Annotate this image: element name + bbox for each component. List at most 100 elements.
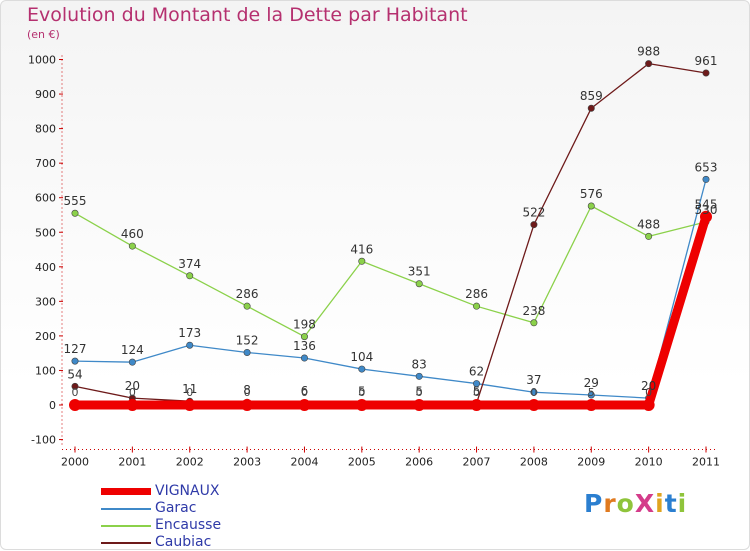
y-tick-label: 900 [35,88,56,101]
x-tick-label: 2003 [233,456,261,469]
data-label-zero: 0 [129,386,136,399]
y-tick-label: 300 [35,295,56,308]
series-line-caubiac [74,62,707,404]
x-tick-label: 2006 [405,456,433,469]
data-point-garac [702,175,710,183]
data-point-encausse [186,272,194,280]
data-label-garac: 29 [584,376,599,390]
data-label-zero: 0 [473,386,480,399]
data-label-vignaux: 545 [695,198,718,212]
data-label-zero: 0 [301,386,308,399]
data-point-vignaux [126,399,139,411]
data-label-encausse: 351 [408,265,431,279]
data-label-garac: 653 [695,160,718,174]
data-label-garac: 124 [121,343,144,357]
data-point-garac [128,358,136,366]
legend-label-encausse: Encausse [155,517,222,533]
data-label-garac: 136 [293,339,316,353]
data-label-caubiac: 522 [522,206,545,220]
data-label-caubiac: 988 [637,45,660,59]
data-point-vignaux [298,399,311,411]
data-point-caubiac [645,60,653,68]
data-label-zero: 0 [530,386,537,399]
data-label-caubiac: 8 [243,383,251,397]
x-tick-label: 2004 [290,456,318,469]
data-point-vignaux [69,399,81,411]
data-point-vignaux [470,399,483,411]
y-tick-label: 100 [35,364,56,377]
y-tick-label: -100 [31,434,56,447]
data-point-caubiac [530,221,538,229]
proxiti-logo: ProXiti [584,489,687,518]
data-label-encausse: 576 [580,187,603,201]
x-tick-label: 2001 [118,456,146,469]
x-tick-label: 2009 [577,456,605,469]
x-tick-label: 2005 [348,456,376,469]
data-label-garac: 152 [236,333,259,347]
chart-subtitle: (en €) [27,28,60,41]
data-point-encausse [128,242,136,250]
data-point-vignaux [183,399,196,411]
data-label-encausse: 416 [350,242,373,256]
data-point-encausse [300,333,308,341]
data-label-caubiac: 5 [473,384,481,398]
data-point-vignaux [585,399,598,411]
data-label-garac: 127 [64,342,87,356]
logo-letter: o [616,489,635,518]
x-tick-label: 2000 [61,456,89,469]
data-point-garac [530,388,538,396]
data-point-encausse [530,319,538,327]
legend-label-garac: Garac [155,500,197,516]
series-line-garac [74,178,707,399]
legend-swatch-garac [101,508,151,510]
y-tick-label: 200 [35,330,56,343]
data-label-caubiac: 20 [125,379,140,393]
data-label-caubiac: 6 [301,384,309,398]
y-tick-label: 700 [35,157,56,170]
data-label-zero: 0 [358,386,365,399]
data-point-garac [243,348,251,356]
data-label-zero: 5 [588,386,595,399]
data-point-caubiac [702,69,710,77]
data-point-garac [587,391,595,399]
x-tick-label: 2010 [635,456,663,469]
data-label-zero: 0 [186,386,193,399]
data-label-encausse: 555 [64,194,87,208]
data-label-encausse: 198 [293,318,316,332]
legend-swatch-vignaux [101,488,151,495]
legend-label-vignaux: VIGNAUX [155,483,220,499]
logo-letter: t [664,489,678,518]
data-label-caubiac: 11 [182,382,197,396]
data-label-caubiac: 54 [67,367,82,381]
data-label-caubiac: 961 [695,54,718,68]
data-label-encausse: 374 [178,257,201,271]
data-label-zero: 0 [416,386,423,399]
data-point-encausse [645,232,653,240]
logo-letter: P [584,489,604,518]
x-tick-label: 2002 [176,456,204,469]
data-point-garac [300,354,308,362]
data-label-encausse: 460 [121,227,144,241]
data-point-encausse [587,202,595,210]
data-label-caubiac: 5 [415,384,423,398]
data-point-encausse [243,302,251,310]
logo-letter: r [603,489,617,518]
y-tick-label: 1000 [28,54,56,67]
logo-letter: i [677,489,688,518]
data-label-garac: 83 [412,357,427,371]
logo-letter: X [634,489,656,518]
data-point-garac [358,365,366,373]
data-point-encausse [358,257,366,265]
data-point-encausse [415,280,423,288]
data-point-vignaux [700,210,712,223]
logo-letter: i [655,489,665,518]
data-label-encausse: 238 [522,304,545,318]
data-point-encausse [71,209,79,217]
data-label-garac: 37 [526,373,541,387]
data-label-zero: 0 [72,386,79,399]
y-tick-label: 800 [35,123,56,136]
legend-swatch-encausse [101,525,151,527]
data-label-garac: 62 [469,365,484,379]
